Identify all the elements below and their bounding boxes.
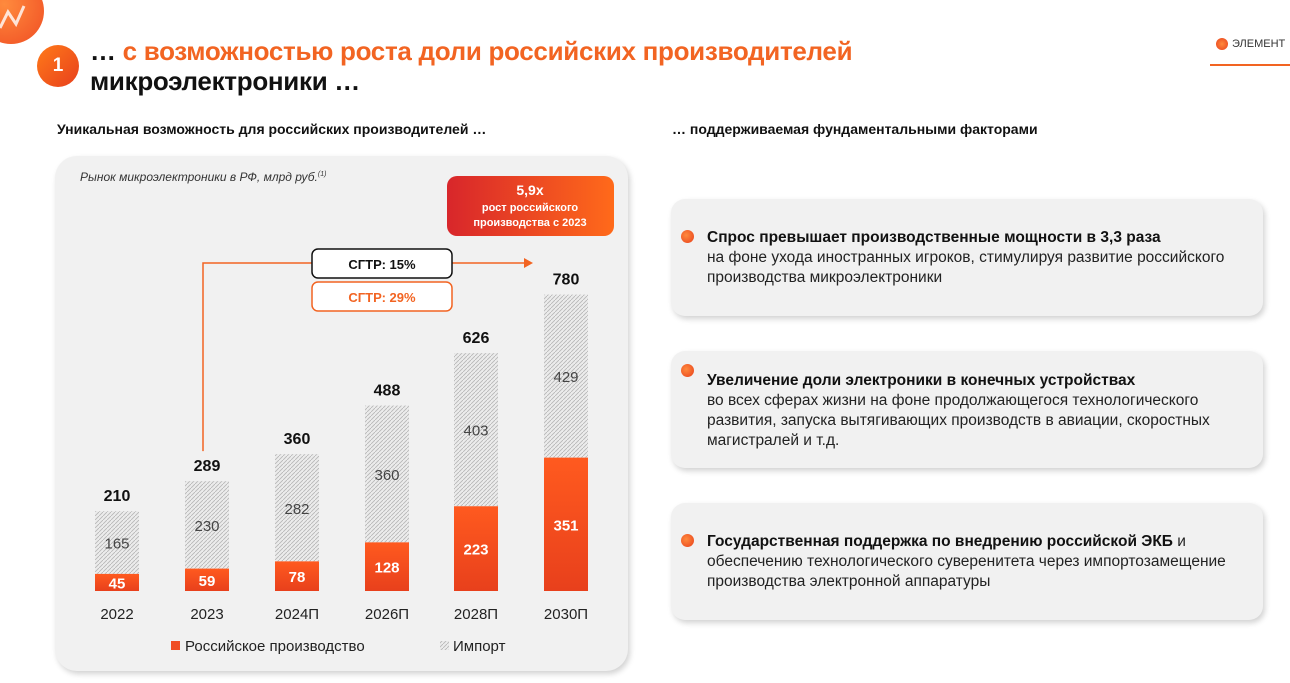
section-number-badge: 1 xyxy=(37,45,79,87)
factor-card-electronics-share: Увеличение доли электроники в конечных у… xyxy=(671,351,1263,468)
right-subtitle: … поддерживаемая фундаментальными фактор… xyxy=(672,121,1038,137)
bullet-icon xyxy=(681,230,694,243)
cagr-total-box xyxy=(311,248,453,279)
bar-import xyxy=(365,405,409,543)
x-tick-label: 2023 xyxy=(190,606,223,623)
factor-description: и обеспечению технологического суверенит… xyxy=(707,533,1226,590)
x-tick-label: 2024П xyxy=(275,606,319,623)
factor-text: Увеличение доли электроники в конечных у… xyxy=(707,371,1247,451)
brand-icon xyxy=(1216,38,1228,50)
factor-card-demand: Спрос превышает производственные мощност… xyxy=(671,199,1263,316)
x-tick-label: 2026П xyxy=(365,606,409,623)
cagr-arrow-head xyxy=(524,258,533,268)
russian-value-label: 351 xyxy=(553,517,578,534)
chart-card: Рынок микроэлектроники в РФ, млрд руб.(1… xyxy=(55,156,628,671)
total-value-label: 626 xyxy=(463,330,490,347)
corner-logo xyxy=(0,0,44,44)
legend-label-russian: Российское производство xyxy=(185,638,365,655)
factor-heading: Спрос превышает производственные мощност… xyxy=(707,229,1161,246)
bullet-icon xyxy=(681,534,694,547)
factor-text: Спрос превышает производственные мощност… xyxy=(707,228,1247,288)
legend-label-import: Импорт xyxy=(453,638,506,655)
factor-heading: Государственная поддержка по внедрению р… xyxy=(707,533,1173,550)
russian-value-label: 78 xyxy=(289,569,306,586)
title-ellipsis: … xyxy=(90,36,116,66)
market-chart: Рынок микроэлектроники в РФ, млрд руб.(1… xyxy=(80,170,614,655)
bar-import xyxy=(185,481,229,569)
legend-swatch-russian xyxy=(171,641,180,650)
total-value-label: 210 xyxy=(104,488,131,505)
bar-import xyxy=(275,454,319,562)
growth-caption-line2: производства с 2023 xyxy=(473,217,586,229)
bar-import xyxy=(454,353,498,507)
x-tick-label: 2022 xyxy=(100,606,133,623)
factor-description: на фоне ухода иностранных игроков, стиму… xyxy=(707,249,1225,286)
brand-name: ЭЛЕМЕНТ xyxy=(1232,38,1286,50)
russian-value-label: 45 xyxy=(109,575,126,592)
russian-value-label: 128 xyxy=(374,560,399,577)
bullet-icon xyxy=(681,364,694,377)
bar-russian xyxy=(95,573,139,591)
cagr-total-label: СГТР: 15% xyxy=(348,257,416,272)
legend-swatch-import xyxy=(440,641,449,650)
x-tick-label: 2028П xyxy=(454,606,498,623)
import-value-label: 230 xyxy=(194,518,219,535)
cagr-russian-label: СГТР: 29% xyxy=(348,290,416,305)
title-highlight: с возможностью роста доли российских про… xyxy=(122,36,853,66)
bar-import xyxy=(95,511,139,574)
bar-russian xyxy=(275,561,319,591)
brand-underline xyxy=(1210,64,1290,66)
page-title-line-1: … с возможностью роста доли российских п… xyxy=(90,36,853,66)
growth-value: 5,9x xyxy=(516,182,543,198)
bar-russian xyxy=(365,542,409,591)
import-value-label: 282 xyxy=(284,501,309,518)
brand-logo: ЭЛЕМЕНТ xyxy=(1216,38,1285,50)
russian-value-label: 59 xyxy=(199,573,216,590)
factor-card-state-support: Государственная поддержка по внедрению р… xyxy=(671,503,1263,620)
total-value-label: 488 xyxy=(374,383,401,400)
chart-title-footnote: (1) xyxy=(318,171,327,178)
bar-import xyxy=(544,294,588,458)
factor-description: во всех сферах жизни на фоне продолжающе… xyxy=(707,392,1210,449)
x-tick-label: 2030П xyxy=(544,606,588,623)
bar-russian xyxy=(454,506,498,591)
import-value-label: 429 xyxy=(553,369,578,386)
import-value-label: 360 xyxy=(374,467,399,484)
factor-text: Государственная поддержка по внедрению р… xyxy=(707,532,1247,592)
import-value-label: 403 xyxy=(463,423,488,440)
factor-heading: Увеличение доли электроники в конечных у… xyxy=(707,372,1136,389)
bar-russian xyxy=(185,568,229,591)
growth-caption-line1: рост российского xyxy=(482,202,579,214)
import-value-label: 165 xyxy=(104,536,129,553)
page-title-line-2: микроэлектроники … xyxy=(90,66,361,96)
bar-russian xyxy=(544,457,588,591)
total-value-label: 360 xyxy=(284,431,311,448)
left-subtitle: Уникальная возможность для российских пр… xyxy=(57,121,487,137)
growth-banner xyxy=(447,176,614,236)
cagr-russian-box xyxy=(311,281,453,312)
total-value-label: 289 xyxy=(194,458,221,475)
russian-value-label: 223 xyxy=(463,542,488,559)
chart-title: Рынок микроэлектроники в РФ, млрд руб.(1… xyxy=(80,170,326,184)
total-value-label: 780 xyxy=(553,272,580,289)
